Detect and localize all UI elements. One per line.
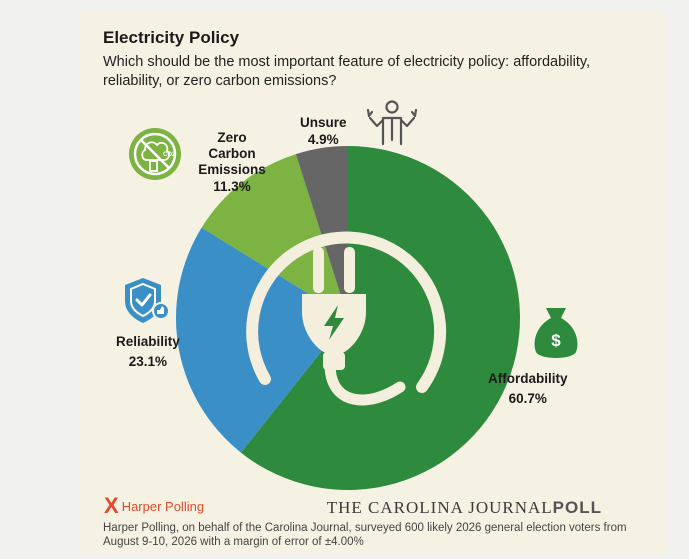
no-co2-icon: CO2 — [129, 128, 181, 180]
zero-carbon-name: Zero Carbon Emissions — [198, 130, 266, 177]
chart-title: Electricity Policy — [103, 28, 240, 47]
unsure-value: 4.9% — [307, 132, 339, 147]
shrugging-person-icon — [366, 100, 418, 146]
pie-slice-unsure — [295, 146, 348, 318]
zero-carbon-value: 11.3% — [213, 179, 251, 194]
harper-x-icon: X — [104, 493, 119, 518]
shield-check-icon — [125, 278, 170, 323]
reliability-value: 23.1% — [128, 354, 168, 369]
affordability-name: Affordability — [488, 371, 568, 386]
bolt-icon — [324, 305, 344, 340]
pie-chart: $ CO2 — [125, 100, 578, 490]
harper-polling-logo: X Harper Polling — [104, 493, 205, 518]
survey-footnote: Harper Polling, on behalf of the Carolin… — [103, 522, 627, 548]
harper-polling-name: Harper Polling — [121, 498, 205, 514]
plug-icon — [246, 231, 447, 406]
pie-slice-zero-carbon-emissions — [201, 154, 348, 318]
carolina-journal-poll: POLL — [552, 498, 602, 517]
unsure-label: Unsure 4.9% — [300, 115, 347, 148]
pie-slice-reliability — [175, 227, 348, 453]
money-bag-icon: $ — [534, 308, 578, 358]
reliability-label: Reliability 23.1% — [116, 334, 180, 370]
svg-text:$: $ — [551, 331, 561, 350]
plug-body-icon — [302, 247, 366, 370]
reliability-name: Reliability — [116, 334, 180, 349]
chart-question: Which should be the most important featu… — [103, 54, 591, 89]
affordability-value: 60.7% — [508, 391, 547, 406]
carolina-journal-logo: THE CAROLINA JOURNALPOLL — [327, 498, 602, 518]
unsure-name: Unsure — [300, 115, 347, 130]
svg-text:CO2: CO2 — [163, 152, 176, 158]
carolina-journal-prefix: THE CAROLINA JOURNAL — [326, 498, 553, 517]
pie-slice-affordability — [240, 146, 521, 490]
poll-card: Electricity Policy Which should be the m… — [80, 12, 666, 553]
zero-carbon-label: Zero Carbon Emissions 11.3% — [192, 130, 272, 195]
affordability-label: Affordability 60.7% — [488, 371, 568, 407]
